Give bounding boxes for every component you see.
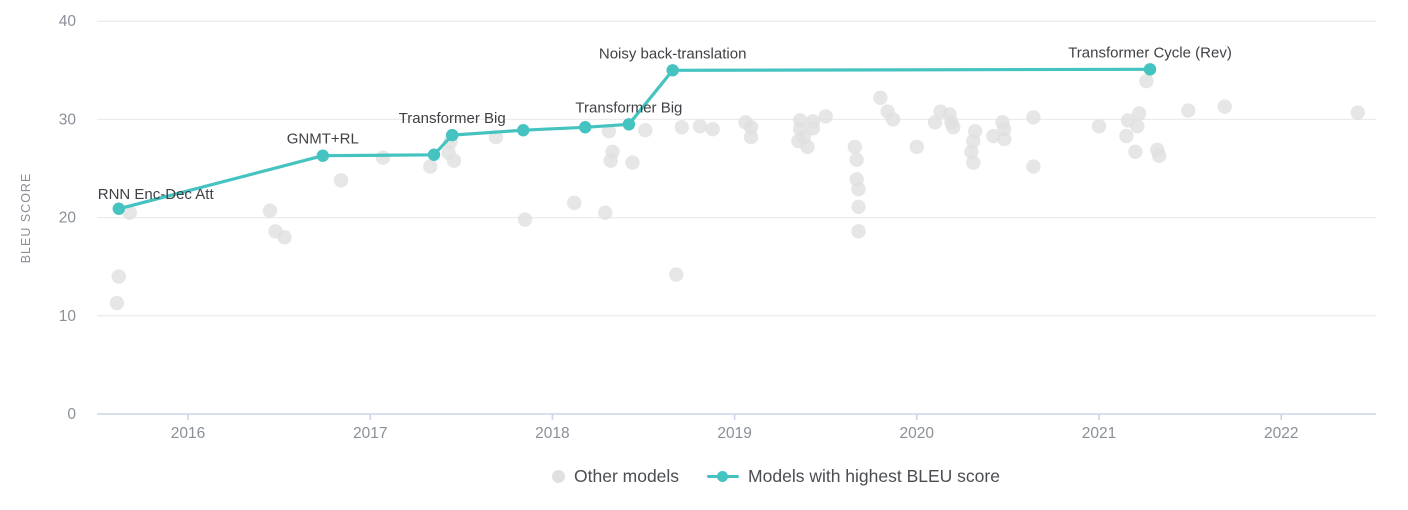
other-model-point[interactable] (1026, 159, 1041, 174)
other-model-point[interactable] (800, 139, 815, 155)
other-model-point[interactable] (966, 155, 981, 170)
point-label: Transformer Big (575, 99, 682, 116)
x-tick-label-2019: 2019 (717, 425, 751, 442)
other-model-point[interactable] (277, 230, 292, 245)
other-model-point[interactable] (885, 112, 901, 127)
other-model-point[interactable] (375, 150, 391, 165)
other-model-point[interactable] (851, 224, 866, 239)
other-model-point[interactable] (598, 205, 613, 220)
other-model-point[interactable] (1139, 73, 1154, 89)
y-axis-title: BLEU SCORE (19, 173, 33, 264)
other-model-point[interactable] (262, 203, 278, 218)
other-models-dot-icon (552, 470, 565, 483)
other-model-point[interactable] (567, 195, 582, 211)
other-model-point[interactable] (946, 120, 961, 135)
best-model-point[interactable] (316, 149, 330, 162)
other-model-point[interactable] (333, 173, 349, 188)
other-model-point[interactable] (1151, 148, 1167, 163)
y-tick-label-20: 20 (59, 210, 77, 227)
other-model-point[interactable] (1128, 144, 1143, 160)
x-tick-label-2020: 2020 (900, 425, 935, 442)
x-tick-label-2022: 2022 (1264, 425, 1298, 442)
legend-label-best-models: Models with highest BLEU score (748, 466, 1000, 486)
chart-legend: Other models Models with highest BLEU sc… (552, 466, 1000, 487)
other-model-point[interactable] (851, 199, 866, 214)
best-model-point[interactable] (578, 121, 592, 134)
other-model-point[interactable] (423, 159, 438, 174)
other-model-point[interactable] (909, 139, 924, 155)
other-model-point[interactable] (109, 295, 125, 311)
x-tick-label-2018: 2018 (535, 425, 569, 442)
other-model-point[interactable] (111, 269, 126, 284)
y-tick-label-10: 10 (59, 308, 77, 325)
other-model-point[interactable] (446, 153, 462, 168)
other-model-point[interactable] (873, 90, 888, 105)
point-label: GNMT+RL (287, 131, 359, 148)
point-label: Transformer Big (399, 110, 506, 127)
best-model-point[interactable] (427, 148, 441, 161)
other-model-point[interactable] (1350, 105, 1365, 120)
other-model-point[interactable] (517, 212, 533, 227)
other-model-point[interactable] (986, 128, 1001, 144)
other-model-point[interactable] (603, 153, 618, 168)
other-model-point[interactable] (1119, 128, 1134, 144)
other-model-point[interactable] (818, 109, 833, 124)
other-model-point[interactable] (705, 122, 720, 137)
point-label: RNN Enc-Dec Att (98, 186, 215, 203)
other-model-point[interactable] (927, 115, 943, 130)
other-model-point[interactable] (674, 120, 689, 135)
x-tick-label-2017: 2017 (353, 425, 387, 442)
other-model-point[interactable] (625, 155, 640, 170)
best-model-point[interactable] (445, 128, 459, 142)
other-model-point[interactable] (601, 123, 617, 139)
best-models-line-icon (707, 470, 740, 483)
other-model-point[interactable] (1217, 99, 1232, 114)
point-label: Transformer Cycle (Rev) (1068, 44, 1232, 61)
other-model-point[interactable] (851, 181, 866, 197)
y-tick-label-0: 0 (67, 406, 76, 423)
x-tick-label-2016: 2016 (171, 425, 205, 442)
other-model-point[interactable] (847, 139, 863, 155)
other-model-point[interactable] (1026, 110, 1041, 125)
best-model-point[interactable] (622, 118, 636, 131)
other-model-point[interactable] (1091, 119, 1107, 134)
legend-item-best-models[interactable]: Models with highest BLEU score (707, 466, 1000, 487)
point-label: Noisy back-translation (599, 45, 747, 62)
y-tick-label-40: 40 (59, 13, 77, 30)
other-model-point[interactable] (638, 123, 653, 138)
legend-label-other-models: Other models (574, 466, 680, 486)
best-model-point[interactable] (666, 64, 679, 77)
other-model-point[interactable] (1131, 106, 1147, 121)
other-model-point[interactable] (1181, 103, 1196, 118)
best-model-point[interactable] (517, 124, 530, 137)
other-model-point[interactable] (967, 123, 983, 139)
other-model-point[interactable] (997, 131, 1012, 147)
best-model-point[interactable] (1143, 63, 1157, 76)
y-tick-label-30: 30 (59, 111, 77, 128)
legend-item-other-models[interactable]: Other models (552, 466, 679, 487)
other-model-point[interactable] (964, 144, 979, 160)
best-model-point[interactable] (112, 202, 125, 215)
other-model-point[interactable] (122, 205, 137, 220)
other-model-point[interactable] (692, 119, 708, 134)
other-model-point[interactable] (849, 152, 864, 167)
other-model-point[interactable] (669, 267, 684, 282)
x-tick-label-2021: 2021 (1082, 425, 1116, 442)
other-model-point[interactable] (743, 129, 759, 145)
other-model-point[interactable] (805, 121, 821, 136)
other-model-point[interactable] (1130, 119, 1145, 134)
